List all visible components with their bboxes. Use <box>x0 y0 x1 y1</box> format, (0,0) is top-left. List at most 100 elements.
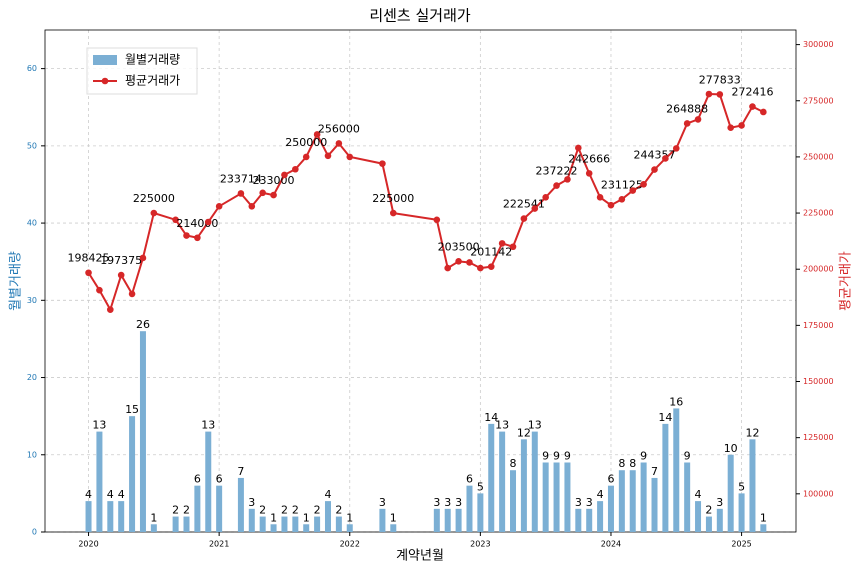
bar-label: 2 <box>183 504 190 517</box>
line-point <box>694 116 702 123</box>
point-label: 197375 <box>100 254 142 267</box>
point-label: 222541 <box>503 198 545 211</box>
bar <box>194 485 201 532</box>
bar-label: 26 <box>136 318 150 331</box>
bar <box>455 508 462 532</box>
chart-title: 리센츠 실거래가 <box>369 7 471 25</box>
line-point <box>259 189 266 197</box>
bar-label: 3 <box>575 496 582 509</box>
line-point <box>107 306 114 313</box>
bar-label: 6 <box>607 473 614 486</box>
bar <box>379 508 386 532</box>
bar <box>575 508 582 532</box>
bar <box>597 501 604 532</box>
bar <box>248 508 255 532</box>
y-tick-label: 30 <box>27 296 37 305</box>
bar-label: 7 <box>237 465 244 478</box>
bar <box>346 524 353 532</box>
bar-label: 1 <box>760 511 767 524</box>
bar <box>314 516 321 532</box>
bar-label: 9 <box>553 449 560 462</box>
line-point <box>172 216 179 224</box>
y-tick-label: 10 <box>27 450 37 459</box>
line-point <box>237 190 245 197</box>
legend-swatch <box>93 55 117 65</box>
bar-label: 1 <box>390 511 397 524</box>
bar-label: 1 <box>270 511 277 524</box>
line-point <box>313 131 321 138</box>
y2-tick-label: 125000 <box>803 433 834 442</box>
y2-tick-label: 175000 <box>803 321 834 330</box>
bar <box>520 439 527 532</box>
y-tick-label: 60 <box>27 64 37 73</box>
bar <box>727 454 734 532</box>
point-label: 277833 <box>699 73 741 86</box>
line-point <box>389 209 397 217</box>
bar <box>618 470 625 532</box>
line-point <box>204 218 212 226</box>
line-point <box>85 269 92 277</box>
line-point <box>379 160 386 167</box>
bar-label: 15 <box>125 403 139 416</box>
bar-label: 16 <box>669 395 683 408</box>
line-point <box>117 271 125 279</box>
point-label: 242666 <box>568 152 610 165</box>
line-point <box>640 181 647 188</box>
line-point <box>738 122 745 129</box>
line-point <box>292 165 299 173</box>
bar-label: 6 <box>466 473 473 486</box>
legend-label: 평균거래가 <box>125 74 180 88</box>
bar <box>499 431 506 532</box>
bar <box>216 485 223 532</box>
bar <box>183 516 190 532</box>
line-point <box>553 182 560 189</box>
bar <box>303 524 310 532</box>
bar <box>150 524 157 532</box>
bar <box>760 524 767 532</box>
bar <box>553 462 560 532</box>
point-label: 203500 <box>438 240 480 253</box>
line-point <box>128 290 136 298</box>
y2-tick-label: 250000 <box>803 152 834 161</box>
line-point <box>509 243 517 251</box>
line-point <box>139 254 147 262</box>
point-label: 231125 <box>601 178 643 191</box>
point-label: 272416 <box>731 86 773 99</box>
x-tick-label: 2022 <box>340 540 360 549</box>
bar-label: 4 <box>597 488 604 501</box>
line-point <box>444 264 452 272</box>
bar-label: 1 <box>346 511 353 524</box>
line-point <box>618 195 626 203</box>
point-label: 225000 <box>133 192 175 205</box>
line-point <box>335 140 343 147</box>
bar <box>488 423 495 532</box>
bar-label: 3 <box>586 496 593 509</box>
bar <box>259 516 266 532</box>
line-point <box>194 234 201 242</box>
bar-label: 2 <box>335 504 342 517</box>
bar-label: 3 <box>433 496 440 509</box>
bar <box>172 516 179 532</box>
bar-label: 7 <box>651 465 658 478</box>
line-point <box>564 176 571 183</box>
bar <box>531 431 538 532</box>
bar <box>510 470 517 532</box>
bar <box>433 508 440 532</box>
point-label: 237222 <box>536 165 578 178</box>
bar-label: 3 <box>455 496 462 509</box>
y-tick-label: 40 <box>27 219 37 228</box>
line-point <box>683 120 691 127</box>
bar-label: 10 <box>724 442 738 455</box>
line-point <box>498 240 506 247</box>
line-point <box>585 170 593 177</box>
x-tick-label: 2023 <box>470 540 490 549</box>
bar-label: 4 <box>695 488 702 501</box>
bar <box>281 516 288 532</box>
bar <box>85 501 92 532</box>
bar-label: 14 <box>658 411 672 424</box>
line-point <box>760 108 767 116</box>
line-point <box>477 264 484 272</box>
point-label: 233714 <box>220 172 262 185</box>
bar-label: 2 <box>259 504 266 517</box>
